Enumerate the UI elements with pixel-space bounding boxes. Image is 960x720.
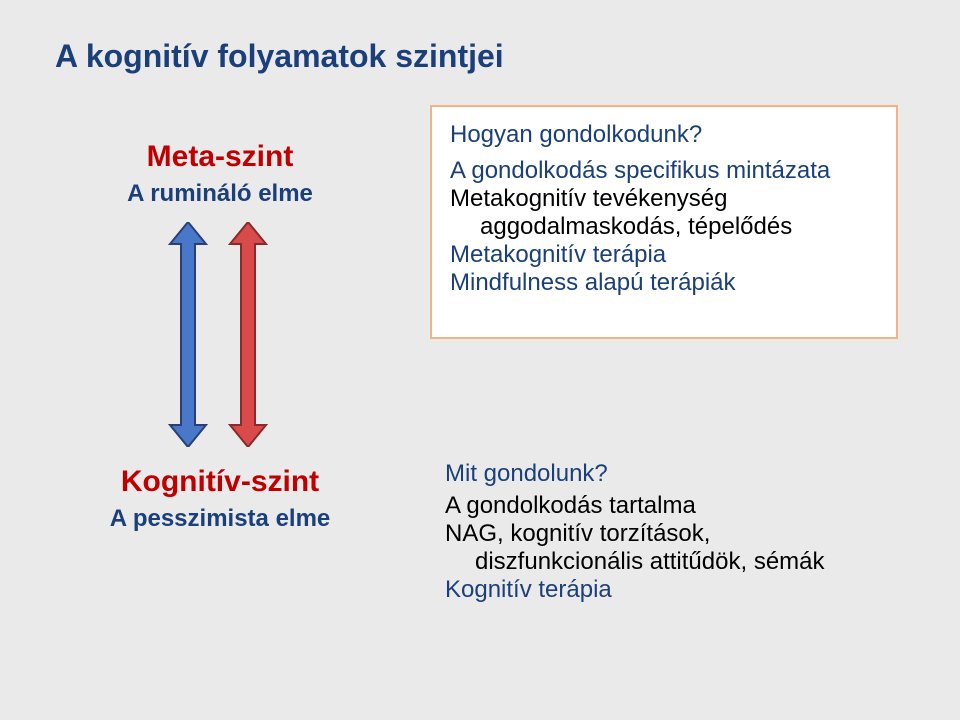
kognitiv-szint-heading: Kognitív-szint — [60, 465, 380, 499]
left-top-block: Meta-szint A rumináló elme — [70, 140, 370, 208]
meta-activity-detail: aggodalmaskodás, tépelődés — [450, 213, 878, 241]
meta-therapy-2: Mindfulness alapú terápiák — [450, 269, 878, 297]
cognitive-detail-1: NAG, kognitív torzítások, — [445, 520, 905, 548]
page-title: A kognitív folyamatok szintjei — [55, 38, 504, 75]
ruminalo-subheading: A rumináló elme — [70, 180, 370, 208]
meta-activity-line: Metakognitív tevékenység — [450, 185, 878, 213]
meta-szint-heading: Meta-szint — [70, 140, 370, 174]
meta-level-box: Hogyan gondolkodunk? A gondolkodás speci… — [430, 105, 898, 339]
arrow-blue-icon — [170, 222, 206, 447]
left-bottom-block: Kognitív-szint A pesszimista elme — [60, 465, 380, 533]
arrow-blue-shape — [170, 222, 206, 447]
meta-question: Hogyan gondolkodunk? — [450, 121, 878, 149]
pesszimista-subheading: A pesszimista elme — [60, 505, 380, 533]
arrows-pair — [140, 222, 300, 447]
meta-therapy-1: Metakognitív terápia — [450, 241, 878, 269]
cognitive-level-block: Mit gondolunk? A gondolkodás tartalma NA… — [445, 460, 905, 604]
meta-pattern-line: A gondolkodás specifikus mintázata — [450, 157, 878, 185]
arrow-red-icon — [230, 222, 266, 447]
cognitive-question: Mit gondolunk? — [445, 460, 905, 488]
arrow-red-shape — [230, 222, 266, 447]
cognitive-therapy: Kognitív terápia — [445, 576, 905, 604]
cognitive-content-line: A gondolkodás tartalma — [445, 492, 905, 520]
cognitive-detail-2: diszfunkcionális attitűdök, sémák — [445, 548, 905, 576]
